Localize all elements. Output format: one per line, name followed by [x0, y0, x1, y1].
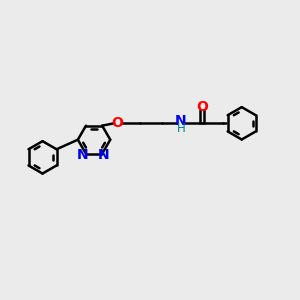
Text: H: H — [176, 122, 185, 135]
Text: N: N — [76, 148, 88, 162]
Text: N: N — [175, 114, 187, 128]
Text: O: O — [112, 116, 123, 130]
Text: O: O — [196, 100, 208, 114]
Text: N: N — [98, 148, 109, 162]
